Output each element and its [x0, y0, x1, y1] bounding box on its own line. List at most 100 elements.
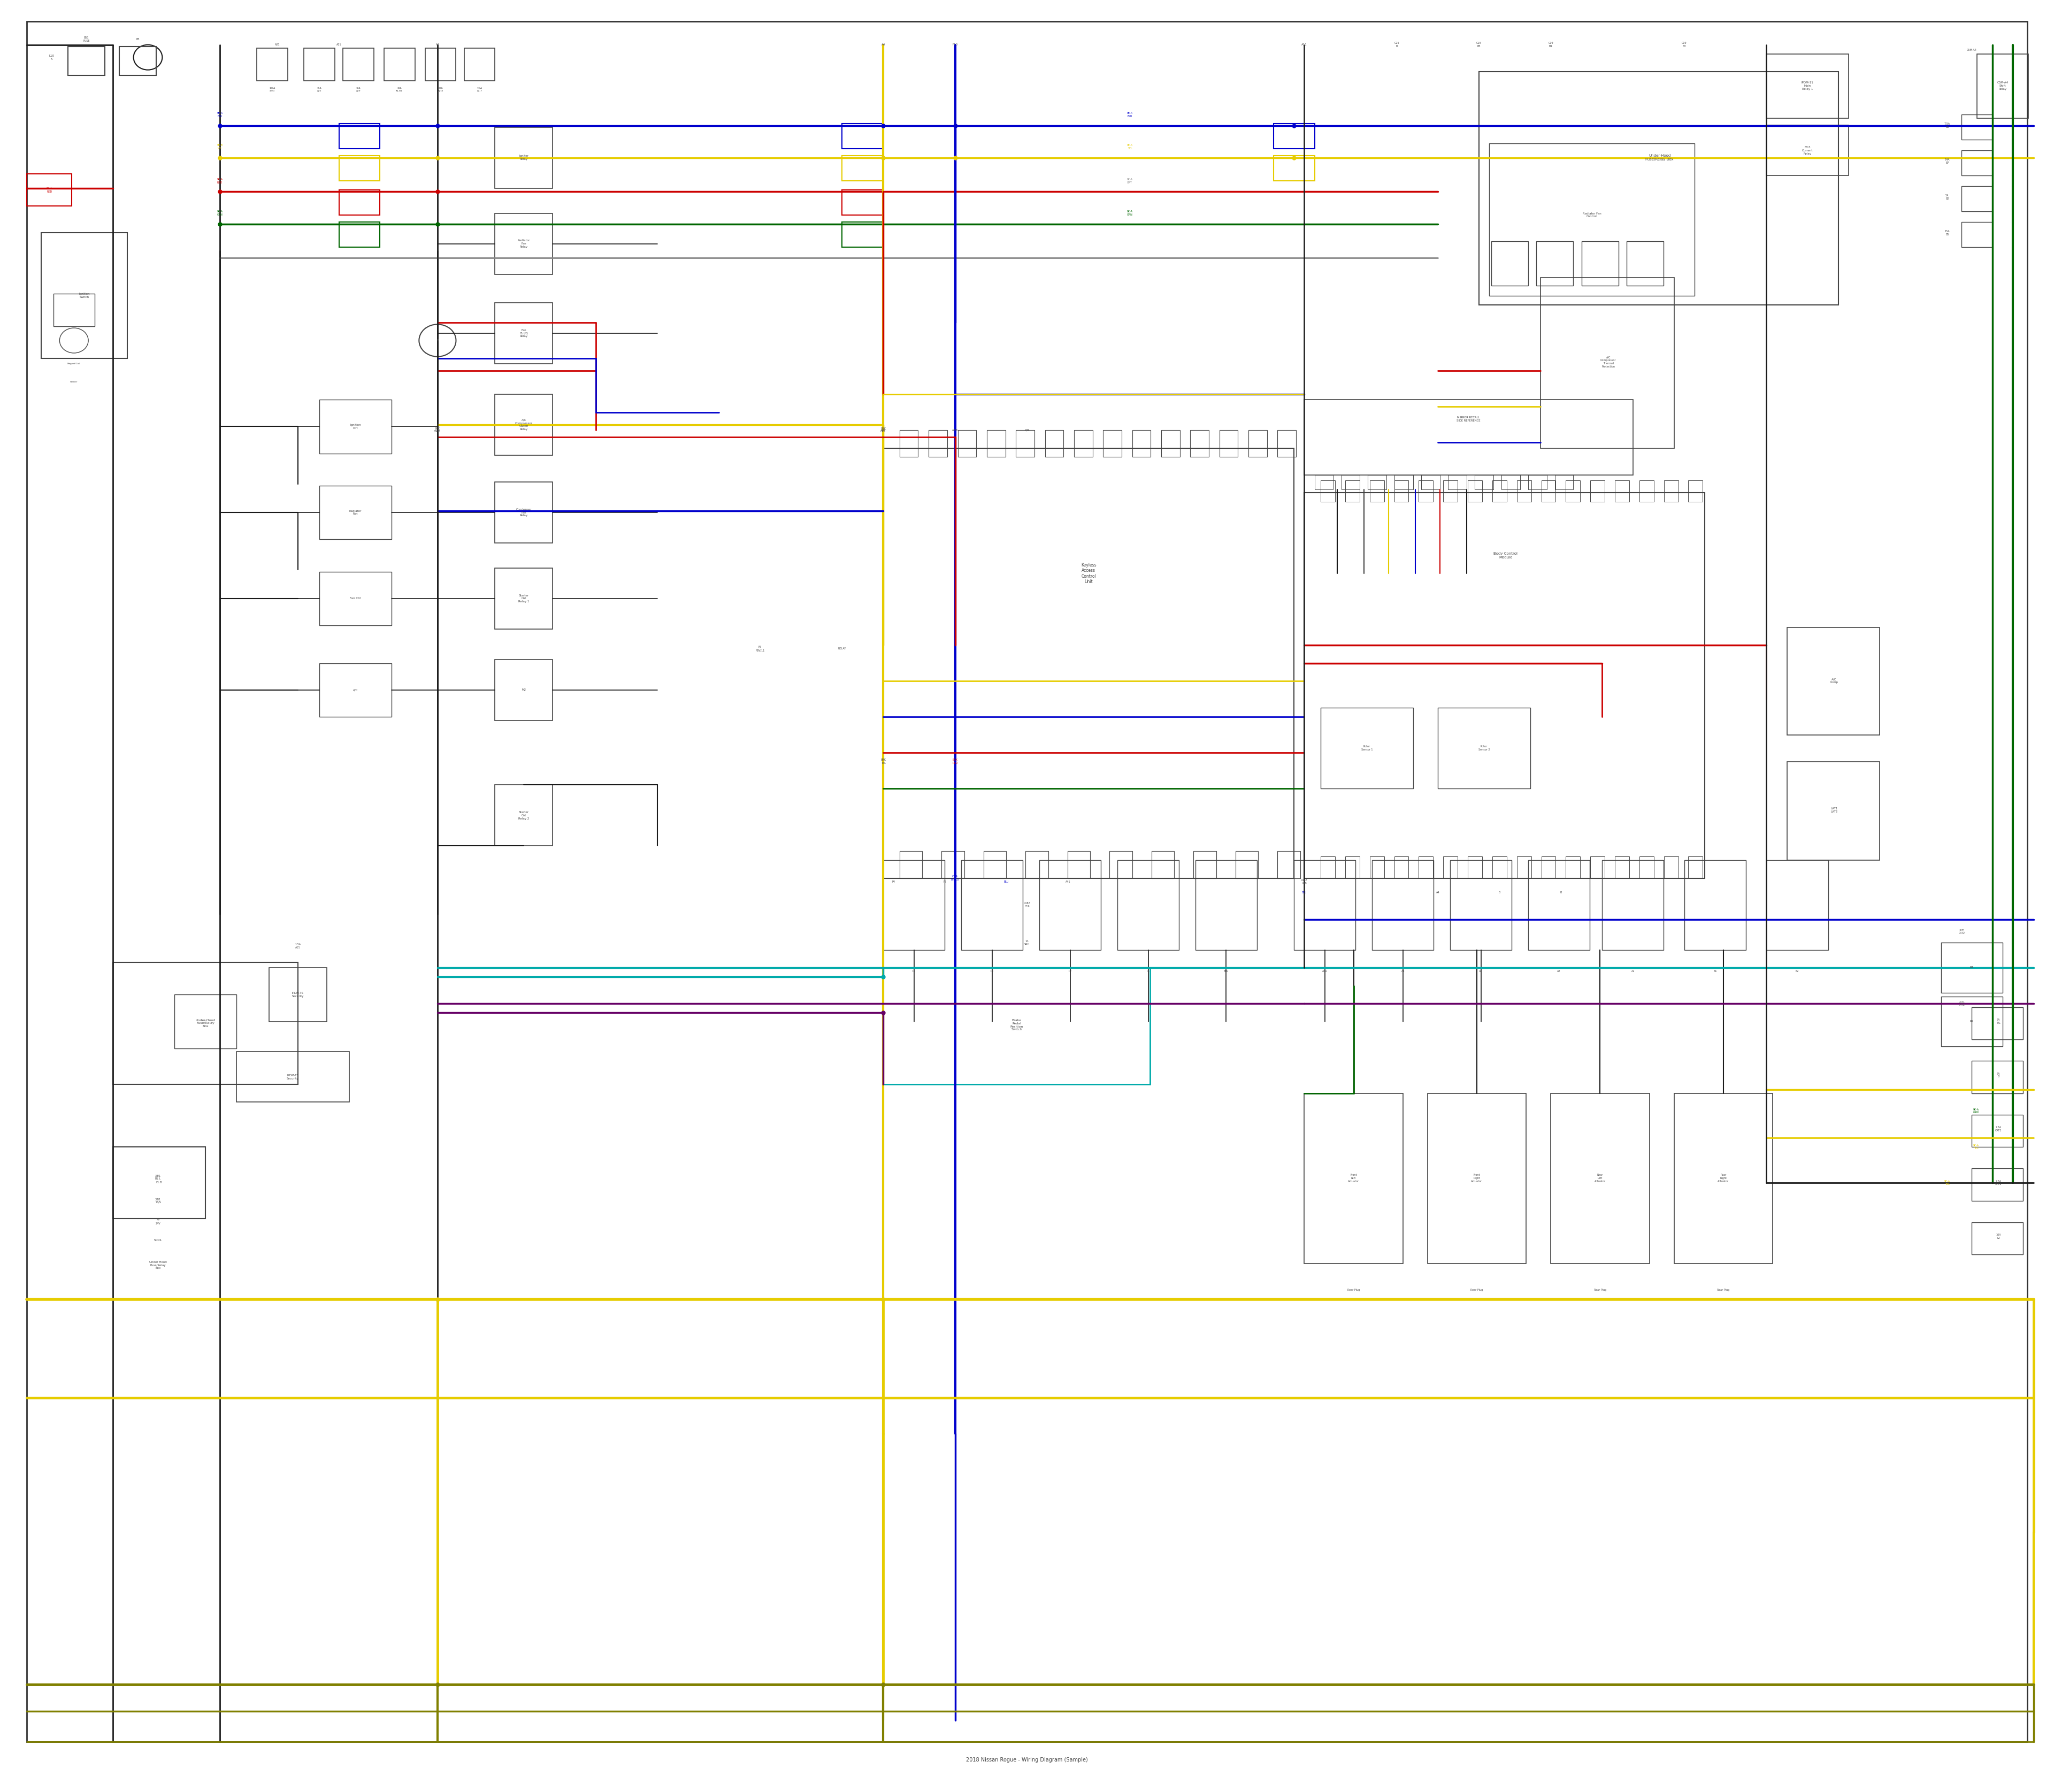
Text: 9E-A
GRY: 9E-A GRY [1128, 177, 1132, 185]
Text: B2: B2 [1795, 969, 1799, 973]
Text: Under-Hood
Fuse/Relay
Box: Under-Hood Fuse/Relay Box [195, 1020, 216, 1027]
Bar [1540, 857, 1555, 878]
Bar [1469, 480, 1483, 502]
Text: MIRROR RECALL
SIDE REFERENCE: MIRROR RECALL SIDE REFERENCE [1456, 416, 1481, 423]
Bar [1278, 851, 1300, 878]
Text: ET-5
Current
Relay: ET-5 Current Relay [1801, 147, 1814, 154]
Bar [1372, 860, 1434, 950]
Bar [1220, 430, 1239, 457]
Text: A4: A4 [1436, 891, 1440, 894]
Text: Rear Plug: Rear Plug [1594, 1288, 1606, 1292]
Bar [1475, 475, 1493, 489]
Bar [1479, 72, 1838, 305]
Text: A/B: A/B [881, 428, 885, 432]
Bar [961, 860, 1023, 950]
Bar [900, 430, 918, 457]
Bar [495, 482, 553, 543]
Text: A/C
Compressor
Thermal
Protection: A/C Compressor Thermal Protection [1600, 357, 1616, 367]
Bar [883, 448, 1294, 878]
Bar [119, 47, 156, 75]
Bar [1132, 430, 1150, 457]
Bar [1448, 475, 1467, 489]
Bar [1161, 430, 1179, 457]
Text: 14A
B7: 14A B7 [1945, 158, 1949, 165]
Bar [1627, 240, 1664, 285]
Bar [68, 47, 105, 75]
Text: Front
Right
Actuator: Front Right Actuator [1471, 1174, 1483, 1183]
Text: P1: P1 [1146, 969, 1150, 973]
Bar [495, 568, 553, 629]
Bar [1395, 480, 1409, 502]
Text: 2018 Nissan Rogue - Wiring Diagram (Sample): 2018 Nissan Rogue - Wiring Diagram (Samp… [965, 1758, 1089, 1762]
Text: Starter
Cnt
Relay 1: Starter Cnt Relay 1 [518, 595, 530, 602]
Text: Rear Plug: Rear Plug [1471, 1288, 1483, 1292]
Bar [318, 400, 390, 453]
Bar [1501, 475, 1520, 489]
Bar [842, 190, 883, 215]
Text: Ignition
Ctrl: Ignition Ctrl [349, 423, 362, 430]
Text: Rotor
Sensor 1: Rotor Sensor 1 [1362, 745, 1372, 751]
Bar [1962, 151, 1992, 176]
Bar [1516, 480, 1530, 502]
Bar [1304, 493, 1705, 878]
Text: 9E-A
RED: 9E-A RED [47, 186, 51, 194]
Bar [1787, 627, 1879, 735]
Text: C5M-A4: C5M-A4 [1968, 48, 1976, 52]
Text: 7.5A
B1: 7.5A B1 [1945, 122, 1949, 129]
Bar [1025, 851, 1048, 878]
Bar [1419, 480, 1434, 502]
Text: 9E-A
GRN: 9E-A GRN [1128, 210, 1132, 217]
Text: LAT1
LAT2: LAT1 LAT2 [1957, 1000, 1966, 1007]
Bar [236, 1052, 349, 1102]
Bar [1039, 860, 1101, 950]
Bar [1565, 857, 1580, 878]
Text: 30A
A1-B1: 30A A1-B1 [396, 88, 403, 91]
Bar [1152, 851, 1175, 878]
Text: ELD: ELD [156, 1181, 162, 1185]
Bar [1516, 857, 1530, 878]
Text: P4: P4 [912, 969, 916, 973]
Text: 10A
A29: 10A A29 [355, 88, 362, 91]
Text: Condenser
Fan
Relay: Condenser Fan Relay [516, 509, 532, 516]
Bar [1370, 480, 1384, 502]
Bar [1195, 860, 1257, 950]
Text: C487
LG8: C487 LG8 [1300, 878, 1308, 885]
Text: Fan Ctrl: Fan Ctrl [349, 597, 362, 600]
Text: BRK
CRN: BRK CRN [881, 426, 885, 434]
Bar [1602, 860, 1664, 950]
Text: A21: A21 [275, 43, 279, 47]
Bar [1117, 860, 1179, 950]
Text: B51
FUSE: B51 FUSE [82, 36, 90, 43]
Bar [1395, 475, 1413, 489]
Text: C25
B: C25 B [1395, 41, 1399, 48]
Bar [495, 785, 553, 846]
Text: Fan
Ctrl/Q
Relay: Fan Ctrl/Q Relay [520, 330, 528, 337]
Bar [269, 968, 327, 1021]
Bar [941, 851, 963, 878]
Text: F10: F10 [953, 43, 957, 47]
Bar [1787, 762, 1879, 860]
Text: 3B/1
YE/S: 3B/1 YE/S [156, 1197, 160, 1204]
Text: LAT1
LAT2: LAT1 LAT2 [1957, 928, 1966, 935]
Text: A21: A21 [337, 43, 341, 47]
Text: A4: A4 [1401, 969, 1405, 973]
Bar [1068, 851, 1091, 878]
Bar [1444, 480, 1458, 502]
Bar [1341, 475, 1360, 489]
Bar [1273, 156, 1315, 181]
Bar [883, 860, 945, 950]
Text: A/C: A/C [353, 688, 357, 692]
Bar [1419, 857, 1434, 878]
Bar [1191, 430, 1210, 457]
Bar [1249, 430, 1267, 457]
Bar [1565, 480, 1580, 502]
Text: Under-Hood
Fuse/Relay Box: Under-Hood Fuse/Relay Box [1645, 154, 1674, 161]
Bar [1688, 480, 1703, 502]
Bar [339, 124, 380, 149]
Bar [928, 430, 947, 457]
Text: C19
B4: C19 B4 [1549, 41, 1553, 48]
Bar [1639, 480, 1653, 502]
Text: Under Hood
Fuse/Relay
Box: Under Hood Fuse/Relay Box [150, 1262, 166, 1269]
Bar [1639, 857, 1653, 878]
Bar [1766, 860, 1828, 950]
